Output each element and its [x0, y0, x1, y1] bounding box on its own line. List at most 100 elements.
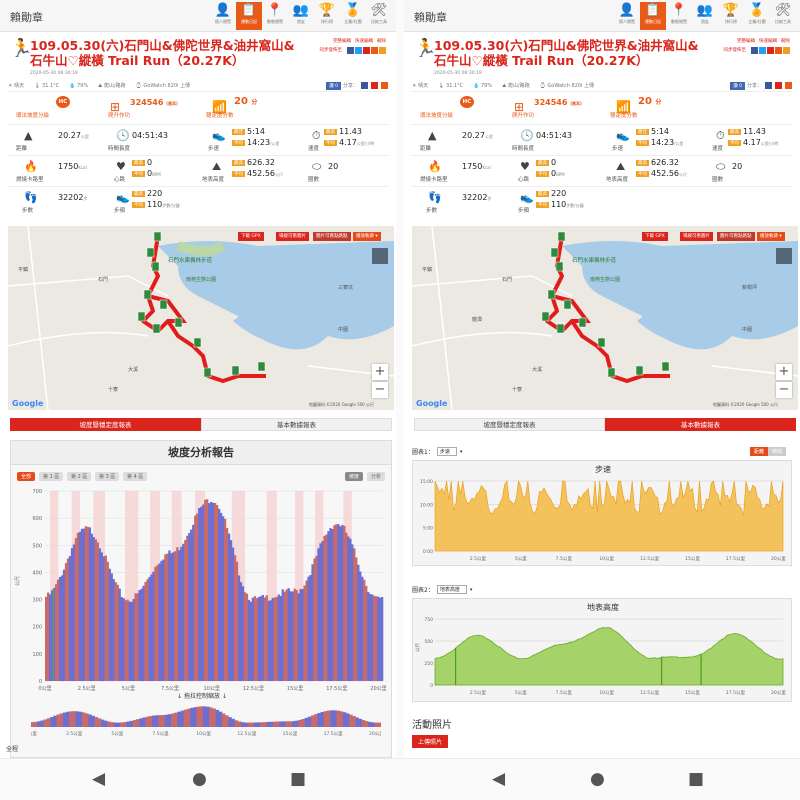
facebook-icon[interactable]	[347, 47, 354, 54]
slope-chart[interactable]: 0 100 200 300 400 500 600 700 公尺 0公里 2.5公里 5公里 7.5公里…	[11, 485, 391, 695]
slope-segment-145	[333, 525, 336, 681]
rss-icon[interactable]	[783, 47, 790, 54]
toolbar-item-activity[interactable]: 📍 動態總覽	[670, 3, 688, 24]
toolbar-item-compare[interactable]: 🛠 比較工具	[370, 3, 388, 24]
toggle-slope[interactable]: 坡度	[345, 472, 364, 481]
filter-zone-4[interactable]: 第 4 區	[123, 472, 148, 481]
download-gpx-button[interactable]: 下載 GPX	[642, 232, 668, 241]
blog-icon[interactable]	[371, 47, 378, 54]
play-track-button[interactable]: 播放軌跡 ▾	[353, 232, 381, 241]
blog-icon[interactable]	[775, 47, 782, 54]
alt-x-tick-2: 7.5公里	[556, 690, 573, 696]
home-icon[interactable]: ●	[590, 769, 605, 789]
like-button[interactable]: 讚 0	[730, 81, 745, 90]
zoom-out-button[interactable]: −	[776, 382, 792, 398]
upload-photo-button[interactable]: 上傳照片	[412, 735, 449, 748]
slope-segment-100	[243, 592, 247, 681]
slope-navigator[interactable]: 0公里 2.5公里 5公里 7.5公里 10公里 12.5公里 15公里 17.5公里 20公里	[31, 703, 381, 737]
home-icon[interactable]: ●	[192, 769, 207, 789]
filter-zone-2[interactable]: 第 2 區	[67, 472, 92, 481]
recent-apps-icon[interactable]: ■	[688, 769, 705, 789]
toolbar-item-friends[interactable]: 👥 朋友	[292, 3, 310, 24]
tab-slope-report[interactable]: 坡度暨穩定度報表	[10, 418, 201, 431]
toolbar-item-ranking[interactable]: 🏆 排行榜	[318, 3, 336, 24]
altitude-chart[interactable]: 0 250 500 750 公尺 2.5公里 5公里 7.5公里 10公里 12.5公里 15公里 1…	[413, 613, 791, 701]
share-google-icon[interactable]	[775, 82, 782, 89]
back-icon[interactable]: ◀	[92, 769, 106, 789]
satellite-toggle[interactable]	[372, 248, 388, 264]
view-waypoints-button[interactable]: 圖片可看點路點	[717, 232, 755, 241]
slope-segment-0	[45, 596, 48, 681]
toolbar-item-personal[interactable]: 👤 個人總覽	[214, 3, 232, 24]
view-photos-button[interactable]: 場縱可看圖片	[680, 232, 713, 241]
edit-link[interactable]: 完整編輯	[333, 39, 351, 44]
rss-icon[interactable]	[379, 47, 386, 54]
toolbar-item-club[interactable]: 🏅 企業/社團	[748, 3, 766, 24]
view-waypoints-button[interactable]: 圖片可看點路點	[313, 232, 351, 241]
toolbar-item-activity[interactable]: 📍 動態總覽	[266, 3, 284, 24]
filter-zone-1[interactable]: 第 1 區	[39, 472, 64, 481]
delete-link[interactable]: 刪除	[781, 39, 790, 44]
toolbar-item-club[interactable]: 🏅 企業/社團	[344, 3, 362, 24]
satellite-toggle[interactable]	[776, 248, 792, 264]
share-other-icon[interactable]	[381, 82, 388, 89]
toolbar-item-compare[interactable]: 🛠 比較工具	[774, 3, 792, 24]
nav-segment-12	[69, 711, 73, 727]
quick-edit-link[interactable]: 快速編輯	[759, 39, 777, 44]
filter-all[interactable]: 全部	[17, 472, 36, 481]
slope-segment-43	[130, 601, 133, 681]
slope-segment-139	[321, 541, 324, 681]
route-map[interactable]: 下載 GPX 場縱可看圖片 圖片可看點路點 播放軌跡 ▾ 石門水庫楓林步道 南苑…	[8, 226, 394, 410]
zoom-in-button[interactable]: +	[776, 364, 792, 380]
toolbar-item-ranking[interactable]: 🏆 排行榜	[722, 3, 740, 24]
download-gpx-button[interactable]: 下載 GPX	[238, 232, 264, 241]
toggle-analysis[interactable]: 分析	[367, 472, 386, 481]
toggle-time[interactable]: 時間	[767, 447, 786, 456]
toolbar-item-friends[interactable]: 👥 朋友	[696, 3, 714, 24]
share-facebook-icon[interactable]	[361, 82, 368, 89]
nav-segment-6	[50, 717, 54, 727]
google-icon[interactable]	[363, 47, 370, 54]
chart1-header: 圖表1： 步速 ▾ 距離 時間	[412, 447, 792, 456]
share-google-icon[interactable]	[371, 82, 378, 89]
nav-segment-28	[120, 722, 124, 727]
tab-basic-report[interactable]: 基本數據報表	[605, 418, 796, 431]
twitter-icon[interactable]	[759, 47, 766, 54]
slope-segment-153	[349, 538, 352, 681]
toolbar-item-personal[interactable]: 👤 個人總覽	[618, 3, 636, 24]
chart2-select[interactable]: 地表高度	[436, 585, 467, 594]
view-photos-button[interactable]: 場縱可看圖片	[276, 232, 309, 241]
zoom-out-button[interactable]: −	[372, 382, 388, 398]
play-track-button[interactable]: 播放軌跡 ▾	[757, 232, 785, 241]
google-icon[interactable]	[767, 47, 774, 54]
facebook-icon[interactable]	[751, 47, 758, 54]
tab-slope-report[interactable]: 坡度暨穩定度報表	[414, 418, 605, 431]
toolbar-item-diary[interactable]: 📋 運動日記	[640, 2, 666, 30]
filter-zone-3[interactable]: 第 3 區	[95, 472, 120, 481]
share-other-icon[interactable]	[785, 82, 792, 89]
quick-edit-link[interactable]: 快速編輯	[355, 39, 373, 44]
back-icon[interactable]: ◀	[492, 769, 506, 789]
slope-segment-28	[100, 552, 103, 681]
delete-link[interactable]: 刪除	[377, 39, 386, 44]
share-facebook-icon[interactable]	[765, 82, 772, 89]
route-map[interactable]: 下載 GPX 場縱可看圖片 圖片可看點路點 播放軌跡 ▾ 石門水庫楓林步道 南苑…	[412, 226, 798, 410]
twitter-icon[interactable]	[355, 47, 362, 54]
slope-segment-81	[206, 499, 209, 681]
x-tick-7: 17.5公里	[326, 686, 347, 692]
toggle-distance[interactable]: 距離	[749, 447, 768, 456]
chart1-select[interactable]: 步速	[436, 447, 457, 456]
slope-segment-60	[164, 554, 167, 681]
recent-apps-icon[interactable]: ■	[290, 769, 307, 789]
tab-basic-report[interactable]: 基本數據報表	[201, 418, 392, 431]
like-button[interactable]: 讚 0	[326, 81, 341, 90]
nav-segment-2	[37, 721, 41, 727]
toolbar-items: 👤 個人總覽 📋 運動日記 📍 動態總覽 👥 朋友 🏆 排行榜 🏅 企業/社團 🛠 比較工具	[210, 2, 392, 30]
zoom-in-button[interactable]: +	[372, 364, 388, 380]
nav-segment-94	[330, 710, 334, 727]
toolbar-item-diary[interactable]: 📋 運動日記	[236, 2, 262, 30]
pace-chart[interactable]: 0:00 5:00 10:00 15:00 2.5公里 5公里 7.5公里 10公里 12.5公…	[413, 475, 791, 565]
edit-link[interactable]: 完整編輯	[737, 39, 755, 44]
nav-segment-44	[171, 713, 175, 727]
nav-segment-95	[333, 710, 337, 727]
